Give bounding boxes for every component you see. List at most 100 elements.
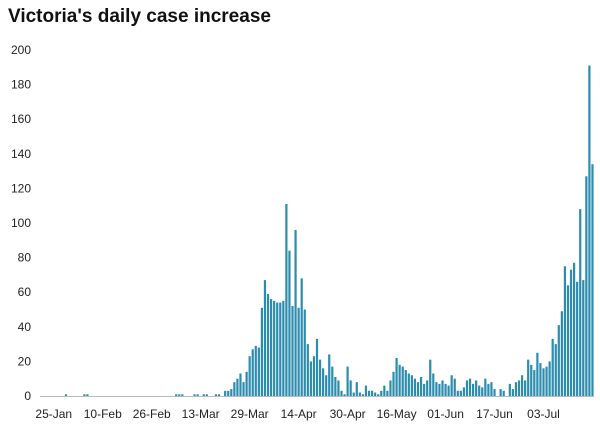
bar (490, 382, 493, 396)
bar (398, 364, 401, 396)
y-tick-label: 200 (11, 43, 31, 57)
bar (300, 278, 303, 396)
bar (306, 344, 309, 396)
bar (465, 380, 469, 396)
bar (328, 354, 331, 396)
bar (441, 380, 444, 396)
bar (566, 285, 570, 396)
bar (178, 394, 181, 396)
x-tick-label: 13-Mar (182, 407, 220, 421)
bar (551, 338, 554, 396)
bar (557, 325, 560, 396)
bar (370, 390, 374, 396)
bar (392, 371, 395, 396)
bar (297, 307, 300, 396)
bar (478, 385, 481, 396)
bar (217, 394, 221, 396)
bar (524, 380, 527, 396)
bar (533, 370, 536, 396)
x-tick-label: 16-May (377, 407, 417, 421)
bar (389, 380, 392, 396)
bar (502, 390, 505, 396)
bar (554, 344, 557, 396)
bar (175, 394, 178, 396)
bar (251, 349, 254, 396)
bar (352, 392, 355, 396)
bar (193, 394, 196, 396)
y-tick-label: 120 (11, 181, 31, 195)
bar (83, 394, 86, 396)
bar (413, 378, 417, 396)
bar (214, 394, 218, 396)
bar (282, 300, 285, 396)
x-tick-label: 25-Jan (35, 407, 72, 421)
bar (380, 390, 383, 396)
bar (542, 368, 545, 396)
bar (530, 364, 533, 396)
bar (309, 361, 312, 396)
bar (64, 394, 68, 396)
bar (224, 390, 227, 396)
y-tick-label: 60 (18, 285, 32, 299)
bar (582, 280, 585, 396)
bar (260, 307, 263, 396)
bar (487, 383, 490, 396)
x-tick-label: 10-Feb (84, 407, 122, 421)
bar (419, 376, 423, 396)
bar (343, 394, 346, 396)
bar (456, 390, 459, 396)
bar (447, 385, 450, 396)
y-tick-label: 80 (18, 251, 32, 265)
bar (514, 382, 518, 396)
bar (475, 380, 478, 396)
bar (236, 378, 239, 396)
bar (493, 389, 496, 396)
bar (331, 366, 334, 396)
bar (269, 299, 273, 396)
x-tick-label: 17-Jun (476, 407, 513, 421)
bar (450, 375, 453, 396)
bar (401, 366, 404, 396)
bar (453, 378, 456, 396)
bar (548, 361, 551, 396)
bar (202, 394, 205, 396)
bar (361, 394, 365, 396)
bar (358, 392, 361, 396)
bar (386, 390, 389, 396)
y-axis: 0 20 40 60 80 100 120 140 160 180 200 (11, 43, 31, 403)
bar (340, 390, 343, 396)
bar (573, 262, 576, 396)
bar (325, 375, 328, 396)
bar (520, 375, 524, 396)
bar (374, 392, 377, 396)
bar (346, 366, 349, 396)
y-tick-label: 140 (11, 147, 31, 161)
y-tick-label: 40 (18, 320, 32, 334)
bar (230, 389, 233, 396)
bar (349, 380, 352, 396)
bar (254, 345, 257, 396)
bar (579, 209, 582, 396)
x-tick-label: 14-Apr (281, 407, 317, 421)
bar (576, 281, 579, 396)
bar (266, 293, 270, 396)
bar (499, 389, 502, 396)
bar (545, 366, 548, 396)
bar (196, 394, 199, 396)
bar (367, 390, 371, 396)
bar (395, 357, 398, 396)
bars (64, 65, 594, 396)
x-tick-label: 26-Feb (133, 407, 171, 421)
bar (472, 383, 475, 396)
bar (527, 359, 530, 396)
bar (383, 385, 386, 396)
bar (291, 306, 294, 396)
bar (459, 390, 462, 396)
x-tick-label: 29-Mar (231, 407, 269, 421)
x-tick-label: 03-Jul (527, 407, 560, 421)
bar (484, 378, 487, 396)
bar (276, 302, 279, 396)
bar (377, 394, 380, 396)
bar (355, 382, 358, 396)
